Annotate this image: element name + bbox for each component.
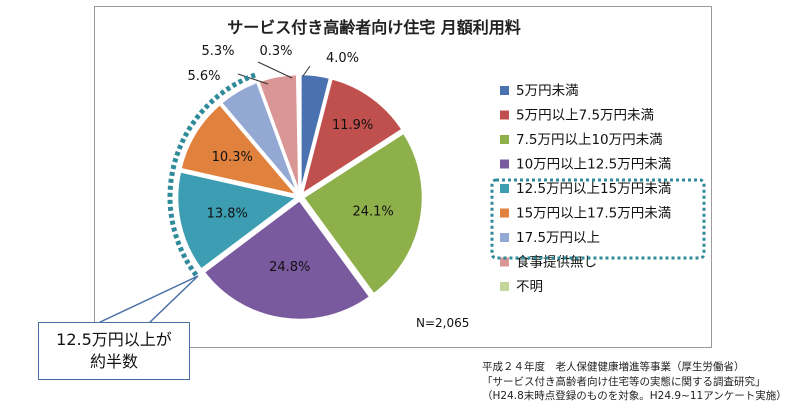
pie-slice-4: [201, 198, 373, 322]
source-note: 平成２４年度 老人保健健康増進等事業（厚生労働省） 「サービス付き高齢者向け住宅…: [482, 360, 787, 404]
leader-line-3: [257, 61, 293, 79]
legend-label-8: 食事提供無し: [516, 254, 597, 271]
legend-label-6: 15万円以上17.5万円未満: [516, 206, 671, 222]
leader-line-1: [302, 65, 311, 77]
chart-title: サービス付き高齢者向け住宅 月額利用料: [227, 18, 521, 37]
pie-slice-2: [299, 76, 405, 198]
legend-swatch-5: [500, 184, 509, 193]
callout-box: 12.5万円以上が 約半数: [38, 322, 190, 380]
leader-line-2: [237, 73, 269, 85]
slice-label-8: 5.3%: [201, 44, 234, 59]
slice-label-7: 5.6%: [187, 69, 220, 84]
source-line2: 「サービス付き高齢者向け住宅等の実態に関する調査研究」: [482, 375, 766, 388]
pie-slice-5: [175, 169, 300, 272]
legend-swatch-1: [500, 86, 509, 95]
slice-label-2: 11.9%: [332, 118, 373, 133]
legend-label-4: 10万円以上12.5万円未満: [516, 157, 671, 173]
slice-label-1: 4.0%: [326, 51, 359, 66]
legend-swatch-9: [500, 282, 509, 291]
slice-label-4: 24.8%: [269, 260, 310, 275]
callout-line1: 12.5万円以上が: [56, 330, 172, 349]
slice-label-3: 24.1%: [352, 205, 393, 220]
source-line3: （H24.8末時点登録のものを対象。H24.9~11アンケート実施）: [482, 390, 787, 402]
legend-swatch-7: [500, 233, 509, 242]
legend-label-2: 5万円以上7.5万円未満: [516, 108, 654, 124]
slice-label-9: 0.3%: [259, 44, 292, 59]
callout-line2: 約半数: [89, 352, 138, 371]
legend-swatch-3: [500, 135, 509, 144]
legend-label-5: 12.5万円以上15万円未満: [516, 181, 671, 197]
highlight-arc: [167, 72, 257, 277]
legend-swatch-6: [500, 208, 509, 218]
legend-swatch-2: [500, 110, 509, 120]
sample-size-note: N=2,065: [416, 316, 469, 330]
pie-slice-9: [296, 72, 302, 195]
slice-label-6: 10.3%: [212, 150, 253, 165]
legend-swatch-8: [500, 257, 509, 267]
pie-slice-3: [301, 130, 425, 297]
legend-label-1: 5万円未満: [516, 83, 579, 99]
legend-label-9: 不明: [516, 279, 543, 295]
source-line1: 平成２４年度 老人保健健康増進等事業（厚生労働省）: [482, 361, 745, 373]
callout-pointer: [95, 275, 199, 325]
slice-label-5: 13.8%: [207, 207, 248, 222]
legend-label-3: 7.5万円以上10万円未満: [516, 132, 663, 148]
pie-slice-6: [178, 102, 301, 198]
legend-highlight-box: [490, 178, 706, 260]
legend-label-7: 17.5万円以上: [516, 230, 600, 246]
legend-swatch-4: [500, 159, 509, 169]
